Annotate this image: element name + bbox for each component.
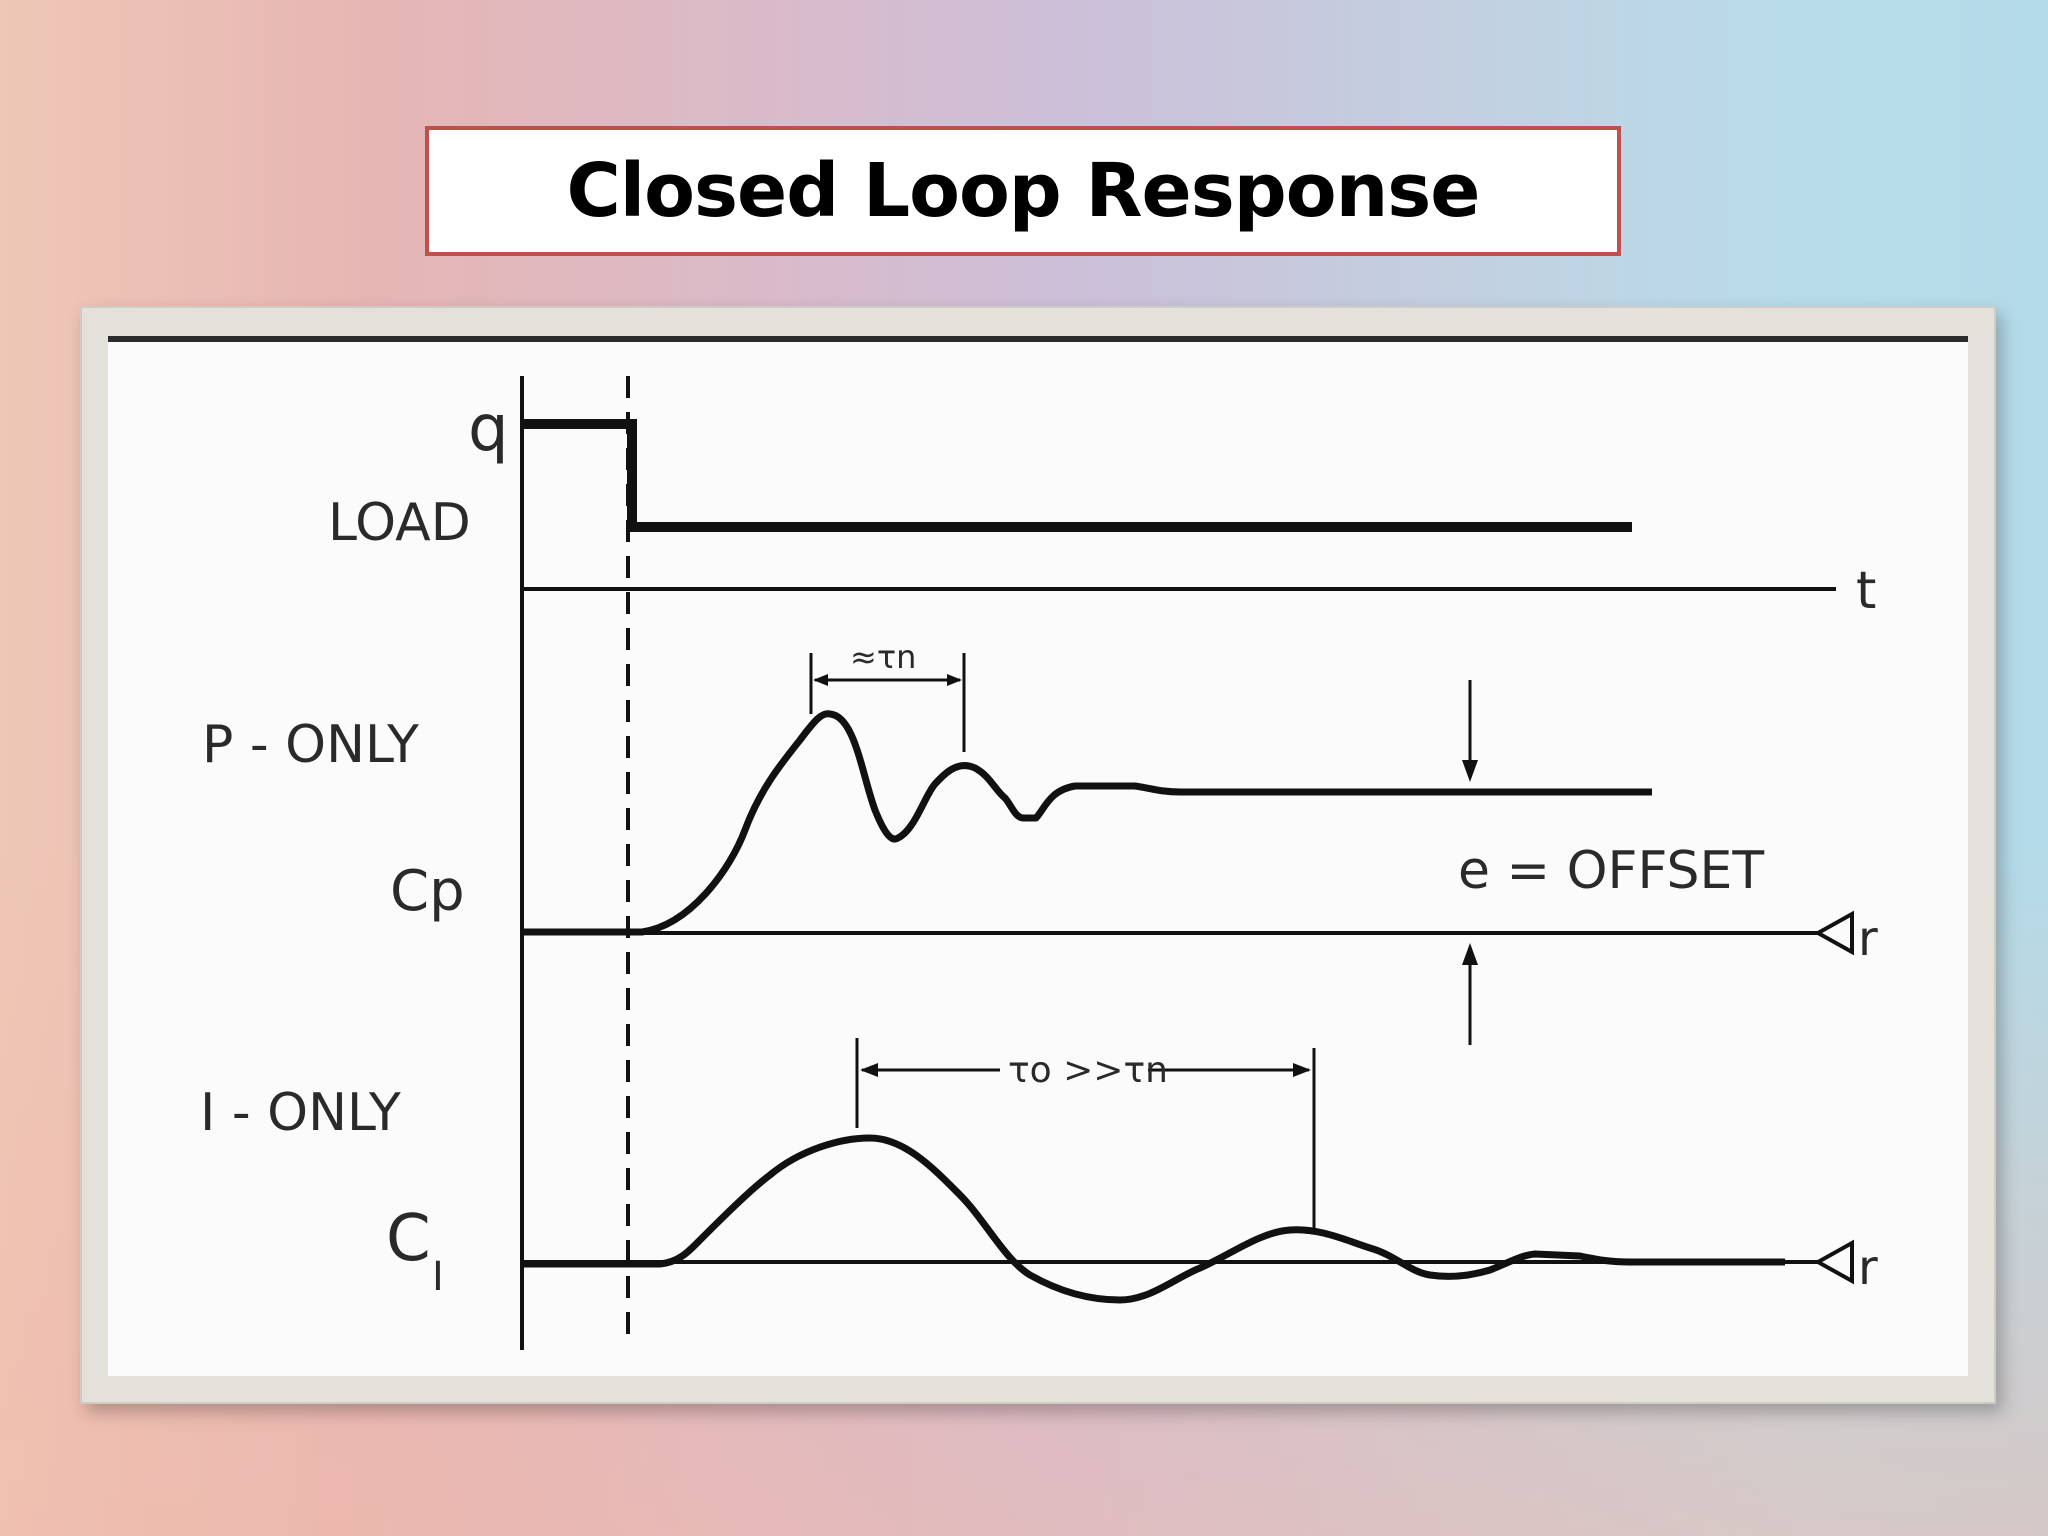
tau-n-arrow-right <box>947 674 962 686</box>
i-only-response-trace <box>522 1134 1785 1304</box>
load-label: LOAD <box>328 493 471 553</box>
offset-label: e = OFFSET <box>1458 841 1764 901</box>
tau-o-arrow-left <box>860 1063 878 1077</box>
tau-n-label: ≈τn <box>850 638 916 676</box>
p-only-response-trace <box>522 710 1652 936</box>
setpoint-r-label-top: r <box>1858 911 1878 967</box>
t-axis-label: t <box>1856 561 1876 621</box>
cp-label: Cp <box>390 859 465 924</box>
tau-o-arrow-right <box>1293 1063 1311 1077</box>
i-only-label: I - ONLY <box>200 1083 401 1143</box>
ci-label: C <box>386 1202 431 1276</box>
page-title: Closed Loop Response <box>566 148 1481 234</box>
tau-n-arrow-left <box>813 674 828 686</box>
load-step-trace <box>522 419 1632 532</box>
ci-subscript: I <box>432 1254 444 1300</box>
title-box: Closed Loop Response <box>425 126 1621 256</box>
setpoint-r-label-bottom: r <box>1858 1240 1878 1296</box>
p-only-label: P - ONLY <box>202 715 419 775</box>
tau-o-compare-label: τo >>τn <box>1008 1050 1168 1091</box>
q-label: q <box>468 392 509 466</box>
setpoint-marker-bottom <box>1813 1239 1854 1285</box>
offset-arrow-top-head <box>1462 760 1478 782</box>
setpoint-marker-top <box>1813 910 1854 956</box>
diagram-canvas <box>108 336 1968 1376</box>
offset-arrow-bottom-head <box>1462 943 1478 965</box>
